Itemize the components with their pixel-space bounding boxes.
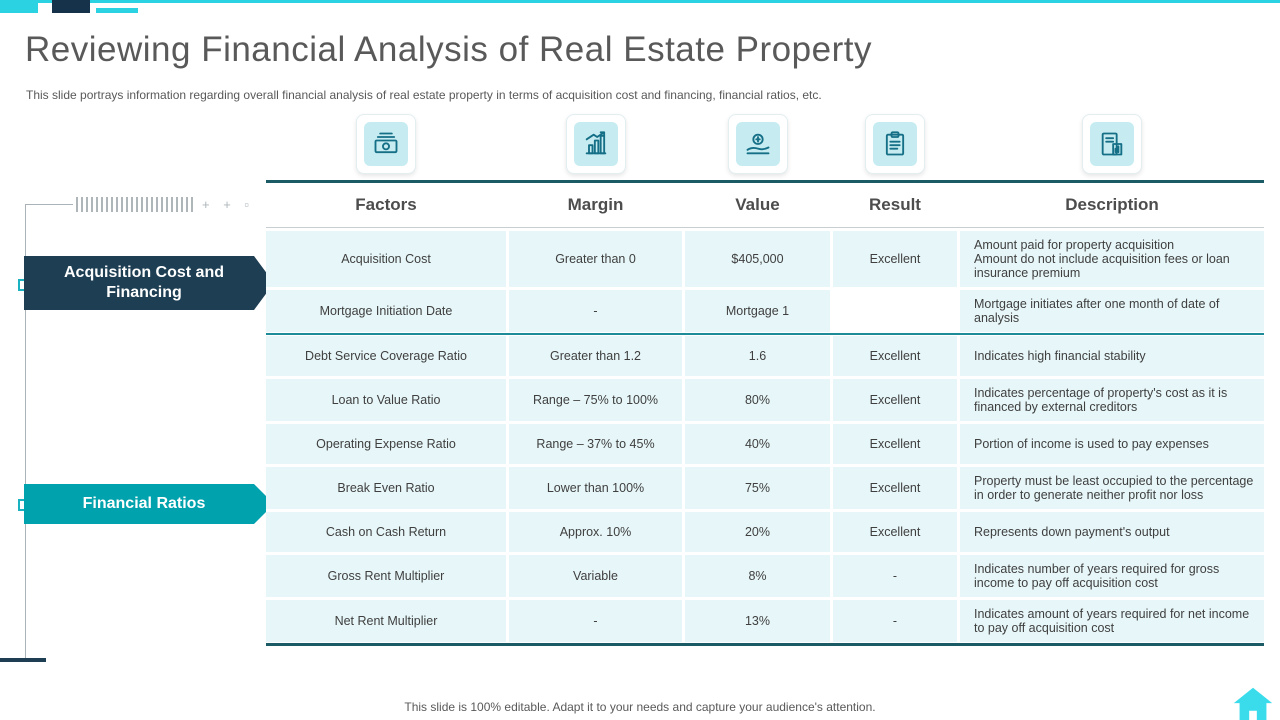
cell-result: Excellent [833, 336, 957, 376]
cell-factor: Gross Rent Multiplier [266, 555, 506, 597]
page-title: Reviewing Financial Analysis of Real Est… [25, 30, 872, 69]
cell-result: Excellent [833, 231, 957, 287]
cell-margin: - [509, 290, 682, 332]
financial-analysis-table: Factors Margin Value Result Description … [266, 180, 1264, 646]
cell-value: 80% [685, 379, 830, 421]
cell-value: 13% [685, 600, 830, 642]
table-section-acquisition: Acquisition Cost Greater than 0 $405,000… [266, 231, 1264, 332]
cell-factor: Break Even Ratio [266, 467, 506, 509]
cell-value: $405,000 [685, 231, 830, 287]
section-divider-line [266, 333, 1264, 335]
column-header-value: Value [685, 183, 830, 227]
cell-margin: Variable [509, 555, 682, 597]
cell-factor: Cash on Cash Return [266, 512, 506, 552]
cell-description: Indicates high financial stability [960, 336, 1264, 376]
cell-result: - [833, 600, 957, 642]
cell-description: Portion of income is used to pay expense… [960, 424, 1264, 464]
cell-result: - [833, 555, 957, 597]
cell-margin: Greater than 1.2 [509, 336, 682, 376]
cell-result: Excellent [833, 379, 957, 421]
cell-description: Indicates percentage of property's cost … [960, 379, 1264, 421]
cell-result: Excellent [833, 512, 957, 552]
cell-description: Amount paid for property acquisition Amo… [960, 231, 1264, 287]
column-header-description: Description [960, 183, 1264, 227]
footer-note: This slide is 100% editable. Adapt it to… [404, 700, 876, 714]
icon-row [266, 114, 1264, 174]
cell-description: Indicates amount of years required for n… [960, 600, 1264, 642]
cell-value: 20% [685, 512, 830, 552]
cell-value: 40% [685, 424, 830, 464]
cell-value: Mortgage 1 [685, 290, 830, 332]
deco-navy-square [52, 0, 90, 13]
cell-value: 8% [685, 555, 830, 597]
cell-description: Indicates number of years required for g… [960, 555, 1264, 597]
cell-factor: Net Rent Multiplier [266, 600, 506, 642]
cell-factor: Operating Expense Ratio [266, 424, 506, 464]
cell-description: Represents down payment's output [960, 512, 1264, 552]
cell-margin: Approx. 10% [509, 512, 682, 552]
connector-vertical-line [25, 204, 26, 660]
cell-value: 1.6 [685, 336, 830, 376]
barcode-ornament [76, 197, 194, 212]
cell-margin: - [509, 600, 682, 642]
cell-description: Property must be least occupied to the p… [960, 467, 1264, 509]
deco-cyan-square [0, 0, 38, 13]
cell-margin: Range – 37% to 45% [509, 424, 682, 464]
hand-coin-icon [727, 114, 788, 174]
cell-factor: Mortgage Initiation Date [266, 290, 506, 332]
cell-margin: Greater than 0 [509, 231, 682, 287]
cell-result: Excellent [833, 467, 957, 509]
slide-subtitle: This slide portrays information regardin… [26, 88, 822, 102]
column-header-factors: Factors [266, 183, 506, 227]
growth-chart-icon [565, 114, 626, 174]
cell-factor: Loan to Value Ratio [266, 379, 506, 421]
cell-description: Mortgage initiates after one month of da… [960, 290, 1264, 332]
column-header-result: Result [833, 183, 957, 227]
home-icon [1230, 682, 1276, 720]
cell-value: 75% [685, 467, 830, 509]
top-accent-line [0, 0, 1280, 3]
clipboard-icon [865, 114, 925, 174]
connector-horizontal-line [25, 204, 73, 205]
barcode-symbols: + + ▫ [202, 197, 255, 212]
cell-factor: Acquisition Cost [266, 231, 506, 287]
cell-result: Excellent [833, 424, 957, 464]
table-header-row: Factors Margin Value Result Description [266, 180, 1264, 228]
cell-factor: Debt Service Coverage Ratio [266, 336, 506, 376]
document-chart-icon [1082, 114, 1142, 174]
money-calculator-icon [356, 114, 416, 174]
column-header-margin: Margin [509, 183, 682, 227]
cell-margin: Lower than 100% [509, 467, 682, 509]
cell-margin: Range – 75% to 100% [509, 379, 682, 421]
table-bottom-border [266, 643, 1264, 646]
section-label-financial-ratios: Financial Ratios [24, 484, 274, 524]
cell-result [833, 290, 957, 332]
bottom-dash-ornament [0, 658, 46, 662]
table-section-financial-ratios: Debt Service Coverage Ratio Greater than… [266, 336, 1264, 642]
deco-cyan-strip [96, 8, 138, 13]
section-label-acquisition: Acquisition Cost and Financing [24, 256, 274, 310]
